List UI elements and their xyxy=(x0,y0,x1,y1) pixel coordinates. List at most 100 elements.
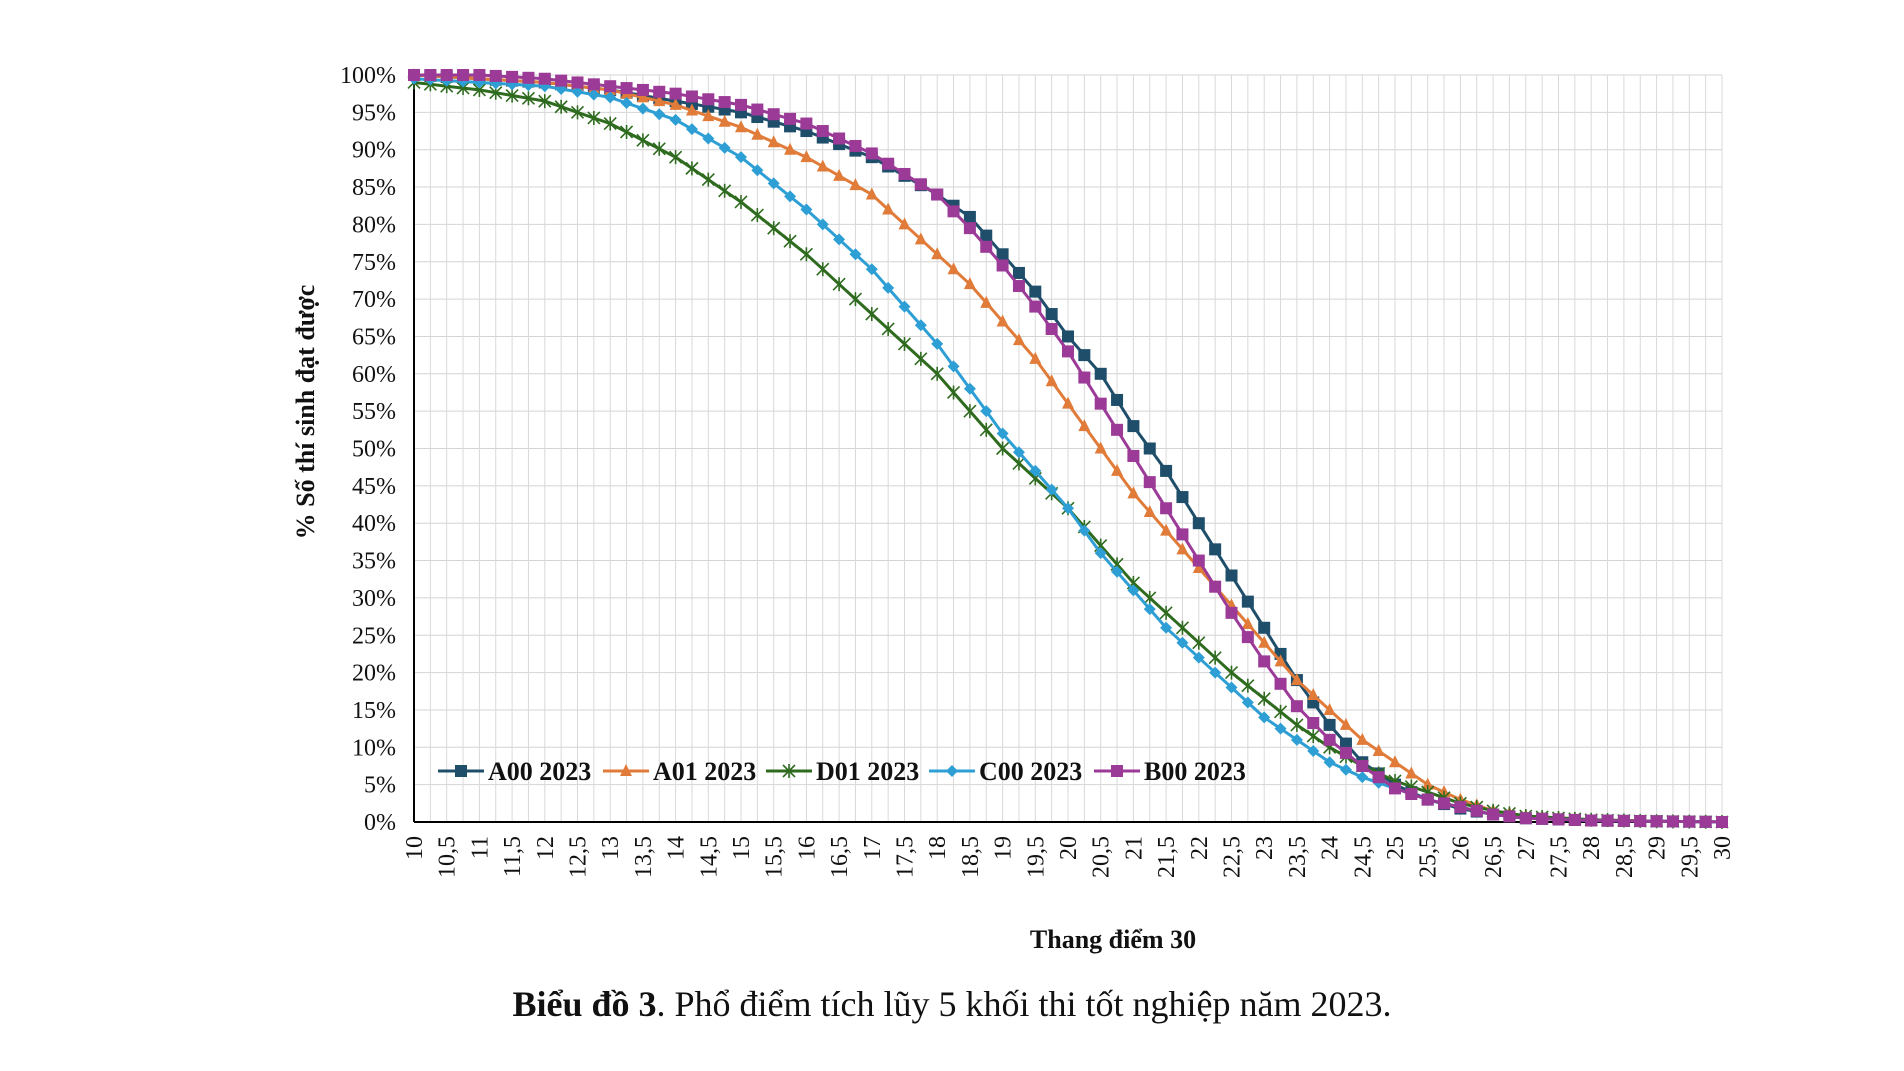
data-point xyxy=(489,69,502,82)
data-point xyxy=(1160,464,1173,477)
data-point xyxy=(751,127,764,140)
data-point xyxy=(1601,814,1614,827)
data-point xyxy=(718,183,732,198)
data-point xyxy=(784,190,797,203)
data-point xyxy=(1241,678,1255,693)
data-point xyxy=(1716,816,1728,828)
legend-label: D01 2023 xyxy=(816,757,919,786)
x-axis-ticks: 10 10,5 11 11,5 12 12,5 13 13,5 14 14,5 15 15,5 16 16… xyxy=(402,836,1736,878)
x-tick-label: 22 xyxy=(1187,836,1213,860)
data-point xyxy=(1290,717,1304,732)
data-point xyxy=(1062,330,1074,343)
data-point xyxy=(767,177,780,190)
data-point xyxy=(1405,787,1418,800)
legend-label: B00 2023 xyxy=(1144,757,1246,786)
x-tick-label: 17 xyxy=(860,836,886,860)
x-tick-label: 25,5 xyxy=(1416,836,1442,878)
data-point xyxy=(1241,631,1254,644)
data-point xyxy=(571,85,584,98)
data-point xyxy=(1029,300,1042,313)
data-point xyxy=(669,97,682,110)
x-tick-label: 12 xyxy=(533,836,559,860)
data-point xyxy=(1094,547,1107,560)
data-point xyxy=(1650,815,1663,828)
x-tick-label: 19 xyxy=(991,836,1017,860)
data-point xyxy=(800,150,813,163)
data-point xyxy=(865,307,879,322)
data-point xyxy=(522,71,535,84)
data-point xyxy=(1257,691,1271,706)
data-point xyxy=(1143,504,1156,517)
data-point xyxy=(1160,502,1173,515)
data-point xyxy=(865,263,878,276)
data-point xyxy=(1666,815,1679,828)
data-point xyxy=(865,147,878,160)
data-point xyxy=(1029,285,1042,298)
data-point xyxy=(1274,677,1287,690)
legend-swatch-marker xyxy=(620,764,632,776)
data-point xyxy=(1127,449,1140,462)
data-point xyxy=(473,69,486,81)
data-point xyxy=(1062,396,1074,409)
data-point xyxy=(1503,810,1516,823)
data-point xyxy=(767,108,780,121)
x-tick-label: 11,5 xyxy=(500,836,526,877)
data-point xyxy=(849,178,862,191)
data-point xyxy=(702,93,715,106)
caption-text: . Phổ điểm tích lũy 5 khối thi tốt nghiệ… xyxy=(656,984,1392,1024)
x-tick-label: 27 xyxy=(1514,836,1540,860)
data-point xyxy=(800,203,813,216)
x-tick-label: 15,5 xyxy=(762,836,788,878)
data-point xyxy=(1175,620,1190,635)
x-tick-label: 19,5 xyxy=(1023,836,1049,878)
data-point xyxy=(1127,486,1140,499)
data-point xyxy=(832,277,846,292)
data-point xyxy=(931,247,944,260)
data-point xyxy=(735,120,747,133)
chart-background xyxy=(280,40,1760,965)
data-point xyxy=(1143,476,1156,489)
data-point xyxy=(1274,722,1287,735)
data-point xyxy=(669,150,683,165)
data-point xyxy=(1389,755,1401,768)
data-point xyxy=(751,103,764,116)
data-point xyxy=(685,103,698,116)
data-point xyxy=(996,259,1009,272)
data-point xyxy=(1209,543,1222,556)
x-tick-label: 18 xyxy=(925,836,951,860)
data-point xyxy=(587,88,600,101)
y-tick-label: 0% xyxy=(364,810,396,836)
data-point xyxy=(751,164,764,177)
data-point xyxy=(833,168,846,181)
data-point xyxy=(784,112,797,125)
data-point xyxy=(800,125,813,138)
data-point xyxy=(521,91,536,106)
data-point xyxy=(996,248,1009,261)
data-point xyxy=(1356,771,1369,784)
data-point xyxy=(1487,808,1500,821)
data-point xyxy=(1323,733,1336,746)
data-point xyxy=(783,234,797,249)
data-point xyxy=(1634,815,1647,828)
data-point xyxy=(1094,397,1107,410)
data-point xyxy=(1094,441,1107,454)
data-point xyxy=(1339,717,1352,730)
x-tick-label: 13,5 xyxy=(631,836,657,878)
data-point xyxy=(947,205,960,218)
data-point xyxy=(882,202,895,215)
data-point xyxy=(1323,702,1336,715)
x-tick-label: 16 xyxy=(794,836,820,860)
data-point xyxy=(1045,374,1058,387)
data-point xyxy=(1273,704,1288,719)
y-tick-label: 40% xyxy=(352,511,396,537)
series-b00-2023 xyxy=(408,69,1728,828)
data-point xyxy=(784,142,797,155)
data-point xyxy=(1094,367,1107,380)
data-point xyxy=(1176,491,1189,504)
data-point xyxy=(1111,423,1124,436)
data-point xyxy=(735,151,747,164)
data-point xyxy=(816,262,830,277)
data-point xyxy=(620,97,633,110)
data-point xyxy=(1290,700,1303,713)
data-point xyxy=(685,161,699,176)
